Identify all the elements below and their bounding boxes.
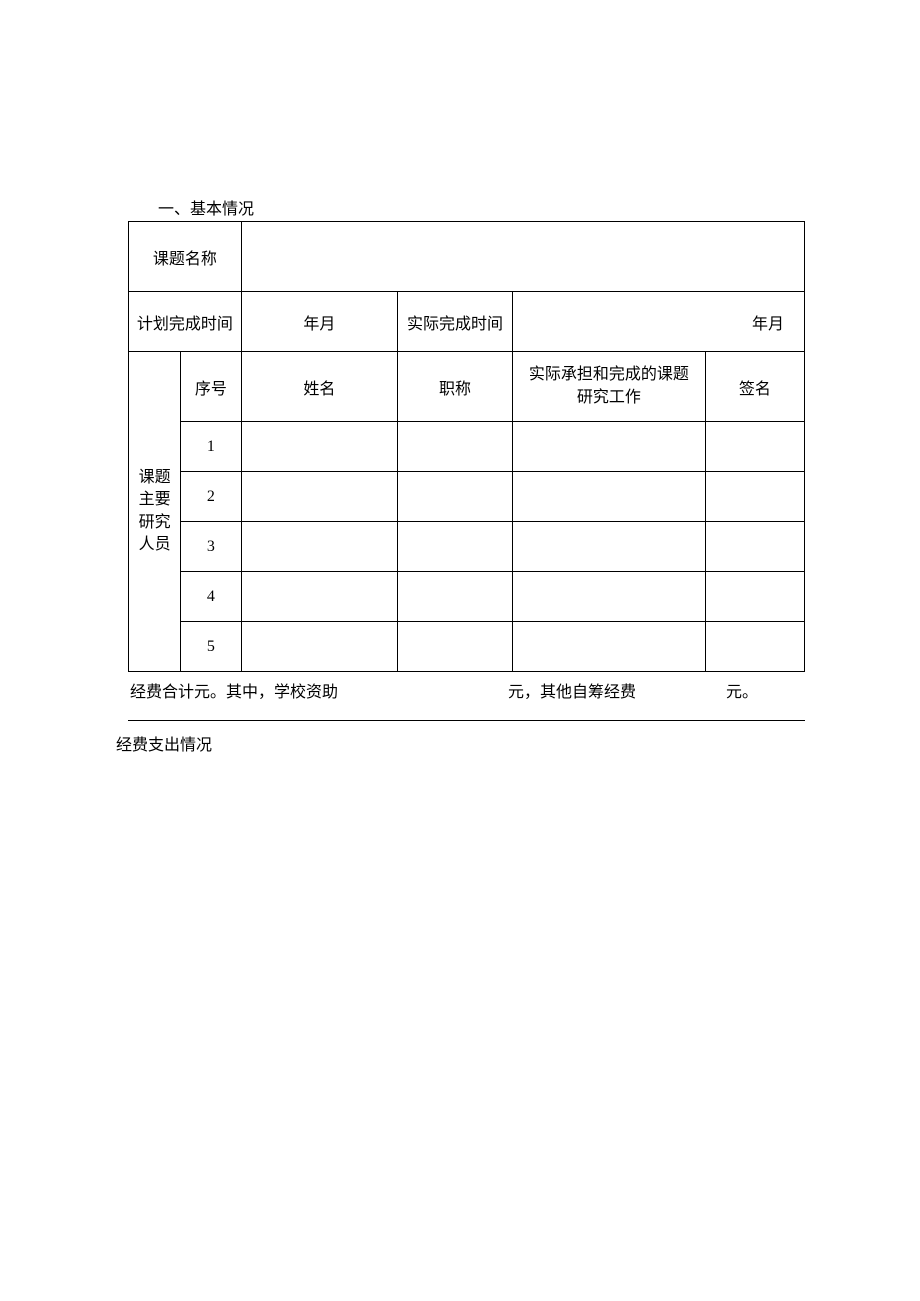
table-row: 5 (129, 622, 805, 672)
researchers-label-line2: 主要 (129, 489, 180, 511)
researchers-label-line3: 研究 (129, 512, 180, 534)
funding-text-left: 经费合计元。其中，学校资助 (130, 678, 338, 702)
cell-work (512, 572, 705, 622)
cell-work (512, 522, 705, 572)
section-title: 一、基本情况 (158, 195, 805, 219)
cell-work (512, 422, 705, 472)
cell-title (398, 522, 513, 572)
cell-title (398, 572, 513, 622)
table-row: 4 (129, 572, 805, 622)
cell-seq: 4 (181, 572, 242, 622)
cell-title (398, 622, 513, 672)
header-work-line2: 研究工作 (513, 387, 705, 409)
funding-summary: 经费合计元。其中，学校资助 元，其他自筹经费 元。 (128, 678, 805, 702)
cell-work (512, 622, 705, 672)
table-row: 3 (129, 522, 805, 572)
researchers-label-line4: 人员 (129, 534, 180, 556)
cell-name (241, 622, 397, 672)
cell-seq: 2 (181, 472, 242, 522)
actual-time-label: 实际完成时间 (398, 292, 513, 352)
cell-signature (705, 622, 804, 672)
researchers-label-line1: 课题 (129, 467, 180, 489)
cell-name (241, 422, 397, 472)
cell-signature (705, 522, 804, 572)
actual-time-value: 年月 (512, 292, 804, 352)
divider (128, 720, 805, 721)
header-signature: 签名 (705, 352, 804, 422)
table-row: 1 (129, 422, 805, 472)
cell-seq: 3 (181, 522, 242, 572)
planned-time-value: 年月 (241, 292, 397, 352)
cell-signature (705, 422, 804, 472)
project-name-value (241, 222, 804, 292)
cell-name (241, 572, 397, 622)
header-title: 职称 (398, 352, 513, 422)
cell-work (512, 472, 705, 522)
basic-info-table: 课题名称 计划完成时间 年月 实际完成时间 年月 课题 主要 研究 人员 序号 … (128, 221, 805, 672)
cell-title (398, 472, 513, 522)
project-name-label: 课题名称 (129, 222, 242, 292)
cell-signature (705, 472, 804, 522)
table-row: 2 (129, 472, 805, 522)
header-work: 实际承担和完成的课题 研究工作 (512, 352, 705, 422)
planned-time-label: 计划完成时间 (129, 292, 242, 352)
researchers-label: 课题 主要 研究 人员 (129, 352, 181, 672)
cell-seq: 5 (181, 622, 242, 672)
cell-name (241, 472, 397, 522)
expense-title: 经费支出情况 (116, 731, 805, 755)
cell-seq: 1 (181, 422, 242, 472)
cell-name (241, 522, 397, 572)
cell-title (398, 422, 513, 472)
header-work-line1: 实际承担和完成的课题 (513, 364, 705, 386)
funding-text-right: 元。 (726, 678, 758, 702)
header-name: 姓名 (241, 352, 397, 422)
funding-text-mid: 元，其他自筹经费 (508, 678, 636, 702)
cell-signature (705, 572, 804, 622)
header-seq: 序号 (181, 352, 242, 422)
